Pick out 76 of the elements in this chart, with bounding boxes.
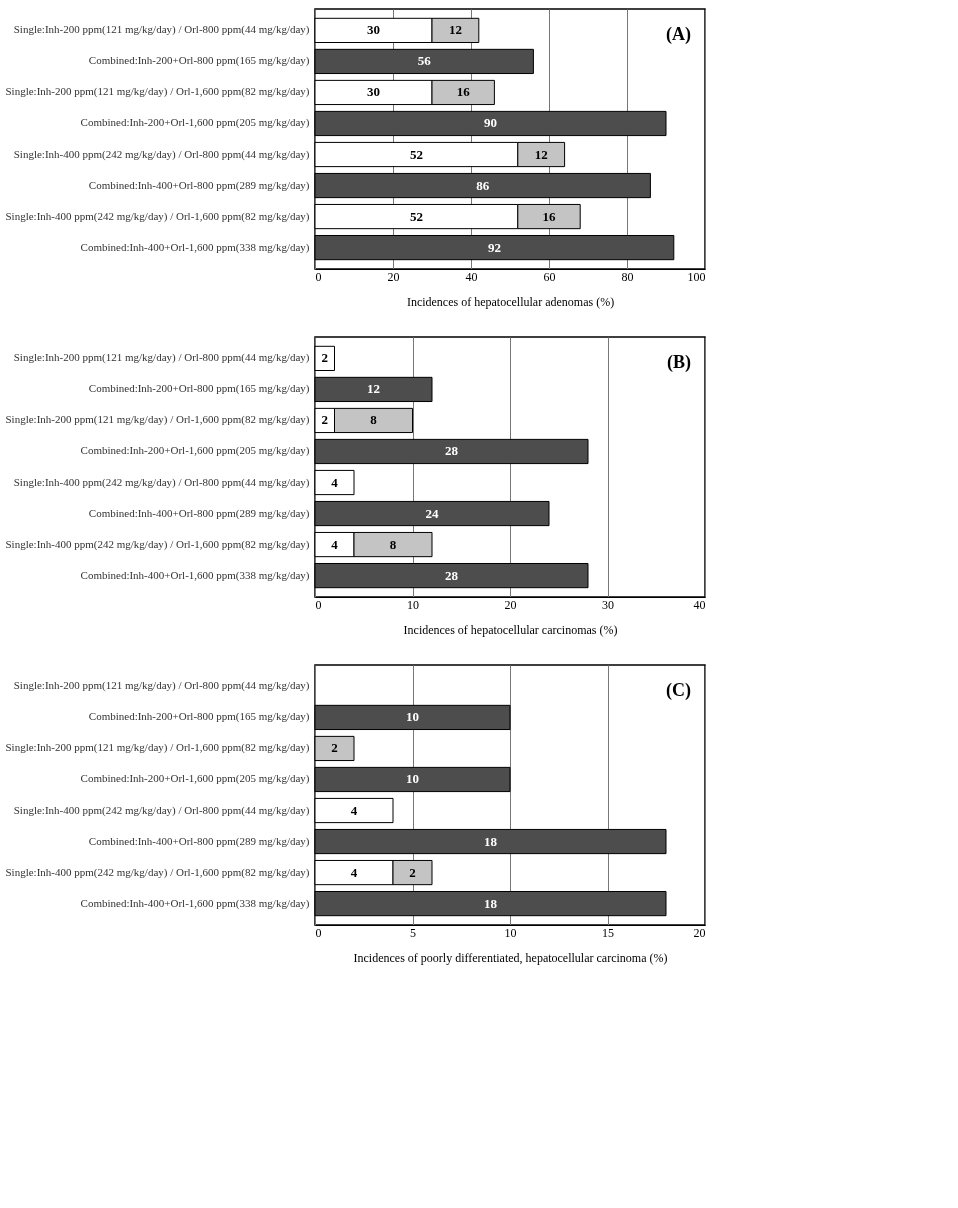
x-axis-title: Incidences of hepatocellular adenomas (%) xyxy=(406,294,615,309)
annotation: (A) xyxy=(666,24,691,45)
data-label: 4 xyxy=(331,474,339,490)
y-tick-label: Single:Inh-400 ppm(242 mg/kg/day) / Orl-1,600 ppm(82 mg/kg/day) xyxy=(5,537,310,551)
y-tick-label: Single:Inh-200 ppm(121 mg/kg/day) / Orl-800 ppm(44 mg/kg/day) xyxy=(13,351,310,365)
y-tick-label: Combined:Inh-200+Orl-1,600 ppm(205 mg/kg/day) xyxy=(80,772,310,786)
x-tick-label: 0 xyxy=(315,597,322,612)
x-tick-label: 80 xyxy=(621,269,634,284)
data-label: 28 xyxy=(445,567,459,583)
data-label: 30 xyxy=(367,84,380,100)
y-tick-label: Combined:Inh-200+Orl-800 ppm(165 mg/kg/day) xyxy=(88,54,310,68)
data-label: 4 xyxy=(331,536,339,552)
y-tick-label: Combined:Inh-400+Orl-1,600 ppm(338 mg/kg/day) xyxy=(80,896,310,910)
y-tick-label: Combined:Inh-400+Orl-800 ppm(289 mg/kg/day) xyxy=(88,178,310,192)
data-label: 2 xyxy=(409,864,416,880)
y-tick-label: Single:Inh-200 ppm(121 mg/kg/day) / Orl-1,600 ppm(82 mg/kg/day) xyxy=(5,413,310,427)
data-label: 18 xyxy=(484,895,498,911)
y-tick-label: Combined:Inh-200+Orl-1,600 ppm(205 mg/kg/day) xyxy=(80,116,310,130)
data-label: 90 xyxy=(484,115,497,131)
x-tick-label: 20 xyxy=(504,597,517,612)
y-tick-label: Single:Inh-400 ppm(242 mg/kg/day) / Orl-800 ppm(44 mg/kg/day) xyxy=(13,147,310,161)
x-tick-label: 5 xyxy=(410,925,416,940)
data-label: 18 xyxy=(484,833,498,849)
x-axis-title: Incidences of poorly differentiated, hepatocellular carcinoma (%) xyxy=(353,950,668,965)
data-label: 12 xyxy=(448,22,462,38)
data-label: 2 xyxy=(321,412,328,428)
y-tick-label: Combined:Inh-200+Orl-800 ppm(165 mg/kg/day) xyxy=(88,382,310,396)
y-tick-label: Single:Inh-400 ppm(242 mg/kg/day) / Orl-1,600 ppm(82 mg/kg/day) xyxy=(5,209,310,223)
y-tick-label: Combined:Inh-400+Orl-1,600 ppm(338 mg/kg/day) xyxy=(80,240,310,254)
y-tick-label: Combined:Inh-400+Orl-800 ppm(289 mg/kg/day) xyxy=(88,506,310,520)
x-tick-label: 10 xyxy=(407,597,419,612)
annotation: (C) xyxy=(666,680,691,701)
x-tick-label: 60 xyxy=(543,269,556,284)
x-tick-label: 15 xyxy=(602,925,614,940)
x-tick-label: 10 xyxy=(504,925,517,940)
x-tick-label: 40 xyxy=(465,269,478,284)
data-label: 10 xyxy=(406,771,419,787)
x-tick-label: 100 xyxy=(687,269,706,284)
y-tick-label: Single:Inh-200 ppm(121 mg/kg/day) / Orl-800 ppm(44 mg/kg/day) xyxy=(13,679,310,693)
data-label: 52 xyxy=(409,208,423,224)
x-tick-label: 20 xyxy=(693,925,706,940)
data-label: 56 xyxy=(417,53,432,69)
x-axis-title: Incidences of hepatocellular carcinomas (%) xyxy=(403,622,618,637)
annotation: (B) xyxy=(667,352,691,373)
x-tick-label: 20 xyxy=(387,269,400,284)
data-label: 52 xyxy=(409,146,423,162)
x-tick-label: 30 xyxy=(602,597,614,612)
y-tick-label: Single:Inh-200 ppm(121 mg/kg/day) / Orl-800 ppm(44 mg/kg/day) xyxy=(13,23,310,37)
data-label: 10 xyxy=(406,709,419,725)
data-label: 2 xyxy=(321,350,328,366)
x-tick-label: 40 xyxy=(693,597,706,612)
x-tick-label: 0 xyxy=(315,925,322,940)
data-label: 4 xyxy=(350,864,358,880)
data-label: 12 xyxy=(534,146,548,162)
data-label: 16 xyxy=(456,84,471,100)
data-label: 4 xyxy=(350,802,358,818)
y-tick-label: Combined:Inh-400+Orl-1,600 ppm(338 mg/kg/day) xyxy=(80,568,310,582)
data-label: 8 xyxy=(370,412,378,428)
data-label: 16 xyxy=(542,208,556,224)
y-tick-label: Single:Inh-200 ppm(121 mg/kg/day) / Orl-1,600 ppm(82 mg/kg/day) xyxy=(5,85,310,99)
data-label: 30 xyxy=(367,22,380,38)
y-tick-label: Single:Inh-400 ppm(242 mg/kg/day) / Orl-800 ppm(44 mg/kg/day) xyxy=(13,475,310,489)
y-tick-label: Combined:Inh-400+Orl-800 ppm(289 mg/kg/day) xyxy=(88,834,310,848)
data-label: 92 xyxy=(487,239,501,255)
data-label: 86 xyxy=(476,177,490,193)
data-label: 12 xyxy=(367,381,380,397)
x-tick-label: 0 xyxy=(315,269,322,284)
y-tick-label: Combined:Inh-200+Orl-1,600 ppm(205 mg/kg/day) xyxy=(80,444,310,458)
y-tick-label: Combined:Inh-200+Orl-800 ppm(165 mg/kg/day) xyxy=(88,710,310,724)
y-tick-label: Single:Inh-200 ppm(121 mg/kg/day) / Orl-1,600 ppm(82 mg/kg/day) xyxy=(5,741,310,755)
data-label: 8 xyxy=(389,536,397,552)
data-label: 24 xyxy=(425,505,439,521)
y-tick-label: Single:Inh-400 ppm(242 mg/kg/day) / Orl-800 ppm(44 mg/kg/day) xyxy=(13,803,310,817)
y-tick-label: Single:Inh-400 ppm(242 mg/kg/day) / Orl-1,600 ppm(82 mg/kg/day) xyxy=(5,865,310,879)
data-label: 2 xyxy=(331,740,338,756)
data-label: 28 xyxy=(445,443,459,459)
